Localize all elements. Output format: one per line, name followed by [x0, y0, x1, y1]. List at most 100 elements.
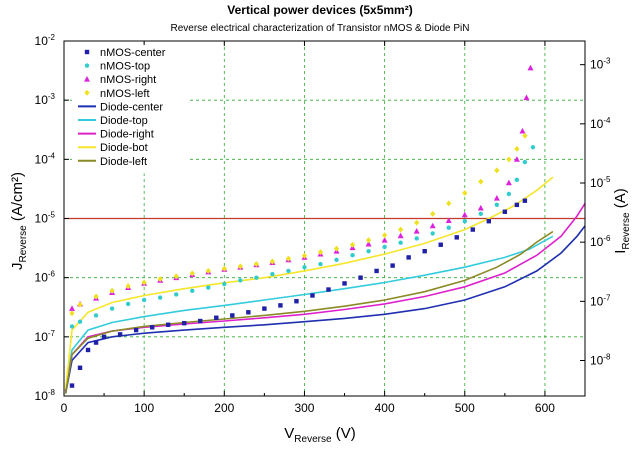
data-point	[365, 240, 372, 247]
data-point	[454, 235, 459, 240]
data-point	[506, 156, 512, 163]
data-point	[522, 198, 528, 203]
data-point	[238, 278, 243, 283]
x-tick-label: 600	[535, 401, 555, 415]
y2-tick-label: 10-5	[590, 175, 611, 190]
data-point	[262, 306, 267, 311]
data-point	[486, 219, 492, 224]
data-point	[523, 94, 530, 101]
data-point	[514, 177, 520, 183]
legend-entry: Diode-center	[78, 101, 163, 113]
data-point	[478, 178, 484, 185]
data-point	[381, 236, 388, 243]
data-point	[397, 232, 404, 239]
data-point	[149, 325, 155, 330]
data-point	[461, 211, 468, 218]
data-point	[270, 271, 275, 277]
data-point	[253, 261, 259, 268]
series-diode-top	[64, 235, 554, 392]
data-point	[382, 232, 388, 239]
data-point	[350, 252, 355, 258]
data-point	[190, 288, 195, 293]
y-tick-label: 10-7	[35, 329, 56, 344]
data-point	[530, 145, 536, 150]
legend-entry: Diode-right	[78, 129, 154, 141]
data-point	[174, 292, 179, 297]
data-point	[189, 270, 195, 277]
legend-label: Diode-center	[100, 101, 163, 113]
legend-marker	[84, 89, 90, 96]
legend-entry: nMOS-top	[84, 61, 150, 73]
data-point	[522, 132, 528, 139]
legend-entry: Diode-bot	[78, 142, 148, 154]
series-nmos-center	[69, 198, 528, 388]
legend-label: nMOS-left	[100, 88, 150, 100]
legend-label: nMOS-center	[100, 47, 166, 59]
grid	[64, 41, 585, 396]
data-point	[69, 310, 75, 317]
data-point	[133, 327, 139, 333]
y2-axis-label: IReverse (A)	[612, 188, 632, 254]
data-point	[333, 245, 340, 252]
y2-axis-label-unit: (A)	[612, 188, 629, 212]
x-tick-label: 0	[61, 401, 68, 415]
data-point	[398, 226, 404, 233]
legend-label: Diode-right	[100, 129, 154, 141]
data-point	[173, 273, 179, 280]
data-point	[519, 127, 526, 134]
x-axis-label-main: V	[284, 425, 294, 442]
data-point	[438, 242, 443, 247]
x-tick-label: 100	[134, 401, 154, 415]
y-tick-label: 10-8	[35, 388, 56, 403]
y-axis-label-sub: Reverse	[18, 225, 29, 263]
data-point	[414, 236, 419, 241]
data-point	[374, 268, 379, 274]
legend-entry: nMOS-right	[84, 74, 156, 86]
legend-marker	[84, 49, 90, 55]
data-point	[278, 303, 283, 308]
data-point	[198, 318, 203, 324]
data-point	[349, 241, 356, 248]
data-point	[406, 255, 411, 260]
legend-label: nMOS-right	[100, 74, 156, 86]
legend-entry: Diode-left	[78, 156, 147, 168]
data-point	[77, 301, 83, 308]
series-diode-center	[64, 225, 586, 394]
data-point	[430, 210, 436, 217]
data-point	[494, 202, 500, 208]
y2-tick-label: 10-4	[590, 116, 611, 131]
x-axis-label: VReverse (V)	[284, 425, 355, 445]
series-line	[64, 225, 586, 394]
legend-label: Diode-bot	[100, 142, 148, 154]
data-point	[269, 258, 275, 265]
data-point	[513, 156, 520, 162]
series-line	[64, 230, 554, 394]
y-tick-label: 10-6	[35, 270, 56, 285]
data-point	[493, 195, 500, 201]
data-point	[182, 320, 187, 326]
legend-marker	[84, 76, 90, 82]
data-point	[522, 159, 528, 165]
data-point	[117, 332, 123, 337]
y-axis-label-unit: (A/cm²)	[9, 172, 26, 225]
data-point	[310, 293, 315, 298]
data-point	[93, 313, 99, 318]
legend-label: Diode-top	[100, 115, 148, 127]
data-point	[514, 145, 520, 152]
y2-tick-label: 10-3	[590, 57, 611, 72]
x-axis-label-sub: Reverse	[294, 434, 332, 445]
data-point	[206, 285, 211, 290]
data-point	[69, 383, 75, 388]
legend-entry: nMOS-center	[84, 47, 166, 59]
y2-tick-label: 10-7	[590, 293, 611, 308]
data-point	[445, 217, 452, 224]
data-point	[494, 167, 500, 174]
data-point	[398, 240, 403, 245]
data-point	[514, 202, 520, 208]
data-point	[318, 261, 323, 267]
data-point	[93, 293, 99, 300]
data-point	[446, 225, 451, 230]
data-point	[366, 249, 371, 254]
series-nmos-top	[69, 145, 536, 329]
x-axis-label-unit: (V)	[332, 425, 356, 442]
